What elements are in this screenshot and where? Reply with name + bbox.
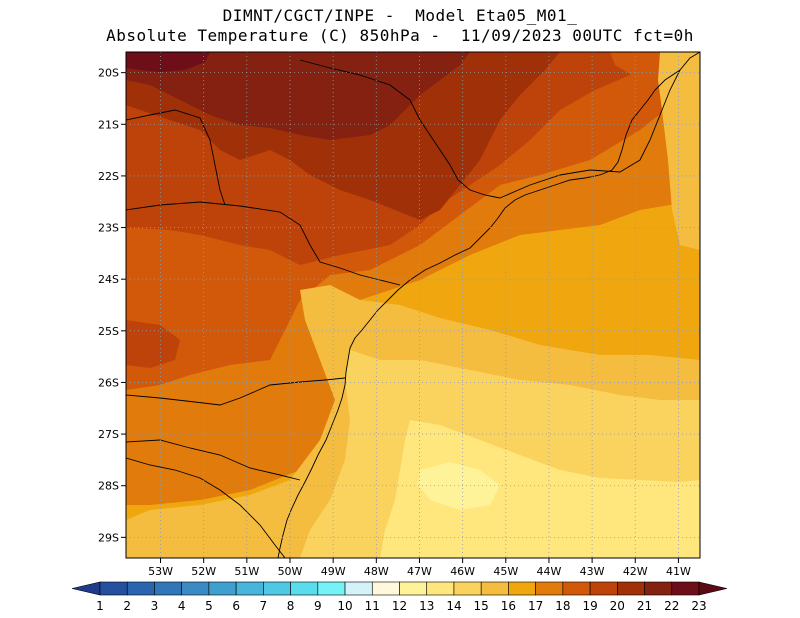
lat-lon-grid	[126, 52, 700, 558]
lat-tick-label: 22S	[98, 170, 119, 183]
colorbar-segment	[644, 581, 673, 596]
colorbar-label: 3	[151, 599, 159, 613]
colorbar-label: 7	[260, 599, 268, 613]
lon-tick-label: 50W	[278, 565, 303, 578]
colorbar-segment	[371, 581, 400, 596]
colorbar-label: 19	[582, 599, 597, 613]
lon-tick-label: 45W	[493, 565, 518, 578]
lon-tick-label: 51W	[234, 565, 259, 578]
lon-tick-label: 52W	[191, 565, 216, 578]
colorbar-segment	[317, 581, 346, 596]
border-sp-mg	[299, 59, 501, 199]
colorbar-segment	[154, 581, 182, 596]
colorbar-label: 4	[178, 599, 186, 613]
lat-tick-label: 28S	[98, 480, 119, 493]
lat-tick-label: 26S	[98, 376, 119, 389]
colorbar-label: 11	[365, 599, 380, 613]
lon-tick-label: 46W	[450, 565, 475, 578]
lat-tick-label: 23S	[98, 222, 119, 235]
lon-tick-label: 43W	[580, 565, 605, 578]
colorbar-label: 21	[637, 599, 652, 613]
colorbar-label: 17	[528, 599, 543, 613]
lon-tick-label: 48W	[364, 565, 389, 578]
colorbar-label: 12	[392, 599, 407, 613]
colorbar-label: 14	[446, 599, 461, 613]
colorbar-segment	[290, 581, 319, 596]
colorbar-segment	[617, 581, 645, 596]
colorbar-arrow-low	[71, 581, 101, 596]
lon-tick-label: 49W	[321, 565, 346, 578]
border-ms	[126, 109, 226, 206]
colorbar-label: 8	[287, 599, 295, 613]
colorbar-segment	[181, 581, 210, 596]
colorbar-segment	[208, 581, 237, 596]
lon-tick-label: 53W	[148, 565, 173, 578]
colorbar-label: 5	[205, 599, 213, 613]
colorbar-segment	[535, 581, 564, 596]
colorbar-segment	[399, 581, 428, 596]
colorbar-segment	[263, 581, 291, 596]
colorbar-label: 10	[337, 599, 352, 613]
coastline	[277, 52, 700, 558]
colorbar-label: 16	[501, 599, 516, 613]
colorbar-label: 18	[555, 599, 570, 613]
colorbar-segment	[480, 581, 509, 596]
temperature-field	[126, 52, 700, 558]
colorbar-segment	[671, 581, 700, 596]
lon-tick-label: 44W	[537, 565, 562, 578]
colorbar-segment	[235, 581, 264, 596]
border-sc-rs	[126, 439, 301, 481]
colorbar-segment	[589, 581, 618, 596]
border-argentina	[126, 457, 286, 558]
colorbar-label: 13	[419, 599, 434, 613]
colorbar-label: 6	[232, 599, 240, 613]
temp-band-22-23	[126, 52, 210, 72]
lat-tick-label: 27S	[98, 428, 119, 441]
lat-tick-label: 25S	[98, 325, 119, 338]
colorbar-label: 22	[664, 599, 679, 613]
lat-tick-label: 20S	[98, 67, 119, 80]
temp-band-21-22	[126, 52, 470, 140]
colorbar-label: 23	[691, 599, 706, 613]
map-frame	[125, 51, 701, 559]
colorbar-segment	[508, 581, 536, 596]
colorbar-segment	[426, 581, 455, 596]
colorbar-arrow-high	[698, 581, 728, 596]
map-title-line-2: Absolute Temperature (C) 850hPa - 11/09/…	[106, 26, 694, 45]
temp-band-19-20-west-patch	[126, 320, 180, 368]
lat-tick-label: 24S	[98, 273, 119, 286]
colorbar-label: 2	[123, 599, 131, 613]
map-title-line-1: DIMNT/CGCT/INPE - Model Eta05_M01_	[222, 6, 578, 25]
border-sp-pr	[126, 201, 401, 286]
temp-band-13-14	[380, 420, 700, 558]
colorbar-segment	[344, 581, 373, 596]
border-pr-sc	[126, 377, 346, 406]
border-mg-rj-es	[499, 69, 681, 199]
lon-tick-label: 41W	[666, 565, 691, 578]
lat-tick-label: 21S	[98, 118, 119, 131]
colorbar-label: 15	[474, 599, 489, 613]
coastline-and-borders	[126, 52, 700, 558]
colorbar-label: 1	[96, 599, 104, 613]
colorbar-segment	[562, 581, 591, 596]
lon-tick-label: 47W	[407, 565, 432, 578]
colorbar-label: 9	[314, 599, 322, 613]
colorbar-segment	[99, 581, 128, 596]
lon-tick-label: 42W	[623, 565, 648, 578]
colorbar-segment	[453, 581, 482, 596]
lat-tick-label: 29S	[98, 531, 119, 544]
temp-band-15-16-east	[658, 52, 700, 250]
map-axes: 20S 21S 22S 23S 24S 25S 26S 27S 28S 29S 53W 52W 51W 5…	[98, 67, 691, 578]
colorbar-segment	[126, 581, 155, 596]
temperature-colorbar: 1 2 3 4 5 6 7 8 9 10 11 12 13 14 15 16 17 18 19 20 21 22 23	[71, 581, 728, 613]
colorbar-label: 20	[610, 599, 625, 613]
